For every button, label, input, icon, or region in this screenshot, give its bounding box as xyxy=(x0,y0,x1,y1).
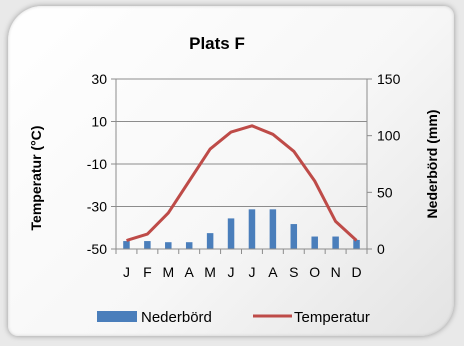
temperature-line xyxy=(126,124,358,242)
bar xyxy=(165,242,172,249)
x-tick-label: J xyxy=(123,264,130,280)
right-tick-label: 100 xyxy=(377,128,401,144)
right-axis-title: Nederbörd (mm) xyxy=(424,110,440,219)
right-axis-ticks: 150 100 50 0 xyxy=(377,71,401,257)
legend-swatch-bar xyxy=(97,311,137,322)
left-axis-ticks: 30 10 -10 -30 -50 xyxy=(87,71,107,257)
legend-label-bar: Nederbörd xyxy=(141,309,212,326)
left-tick-label: 10 xyxy=(91,114,107,130)
x-tick-label: J xyxy=(228,264,235,280)
line-series xyxy=(126,124,358,242)
left-tick-label: -50 xyxy=(87,241,107,257)
left-tick-label: 30 xyxy=(91,71,107,87)
bar xyxy=(311,236,318,249)
bar xyxy=(353,239,360,249)
legend-label-line: Temperatur xyxy=(294,309,370,326)
bar xyxy=(227,218,235,249)
bar xyxy=(269,209,277,249)
bar-series xyxy=(123,209,360,249)
right-tick-label: 0 xyxy=(377,241,385,257)
left-axis-title: Temperatur (°C) xyxy=(28,126,44,231)
x-tick-label: A xyxy=(185,264,195,280)
gridlines xyxy=(116,78,367,250)
left-tick-label: -10 xyxy=(87,156,107,172)
bar xyxy=(123,241,130,249)
bar xyxy=(144,241,151,249)
x-tick-label: M xyxy=(162,264,174,280)
chart-frame xyxy=(8,6,454,336)
bar xyxy=(248,209,256,249)
x-tick-label: N xyxy=(331,264,341,280)
bar xyxy=(332,236,339,249)
left-tick-label: -30 xyxy=(87,199,107,215)
right-tick-label: 150 xyxy=(377,71,401,87)
x-tick-label: J xyxy=(248,264,255,280)
x-tick-label: M xyxy=(204,264,216,280)
bar xyxy=(185,242,193,249)
x-tick-label: S xyxy=(289,264,298,280)
x-tick-label: F xyxy=(143,264,152,280)
right-tick-label: 50 xyxy=(377,184,393,200)
chart-title: Plats F xyxy=(189,34,245,53)
bar xyxy=(206,233,214,249)
x-tick-label: D xyxy=(351,264,361,280)
x-tick-label: O xyxy=(309,264,320,280)
legend: Nederbörd Temperatur xyxy=(97,309,370,326)
bar xyxy=(290,224,298,249)
axes xyxy=(111,78,372,254)
x-tick-label: A xyxy=(268,264,278,280)
